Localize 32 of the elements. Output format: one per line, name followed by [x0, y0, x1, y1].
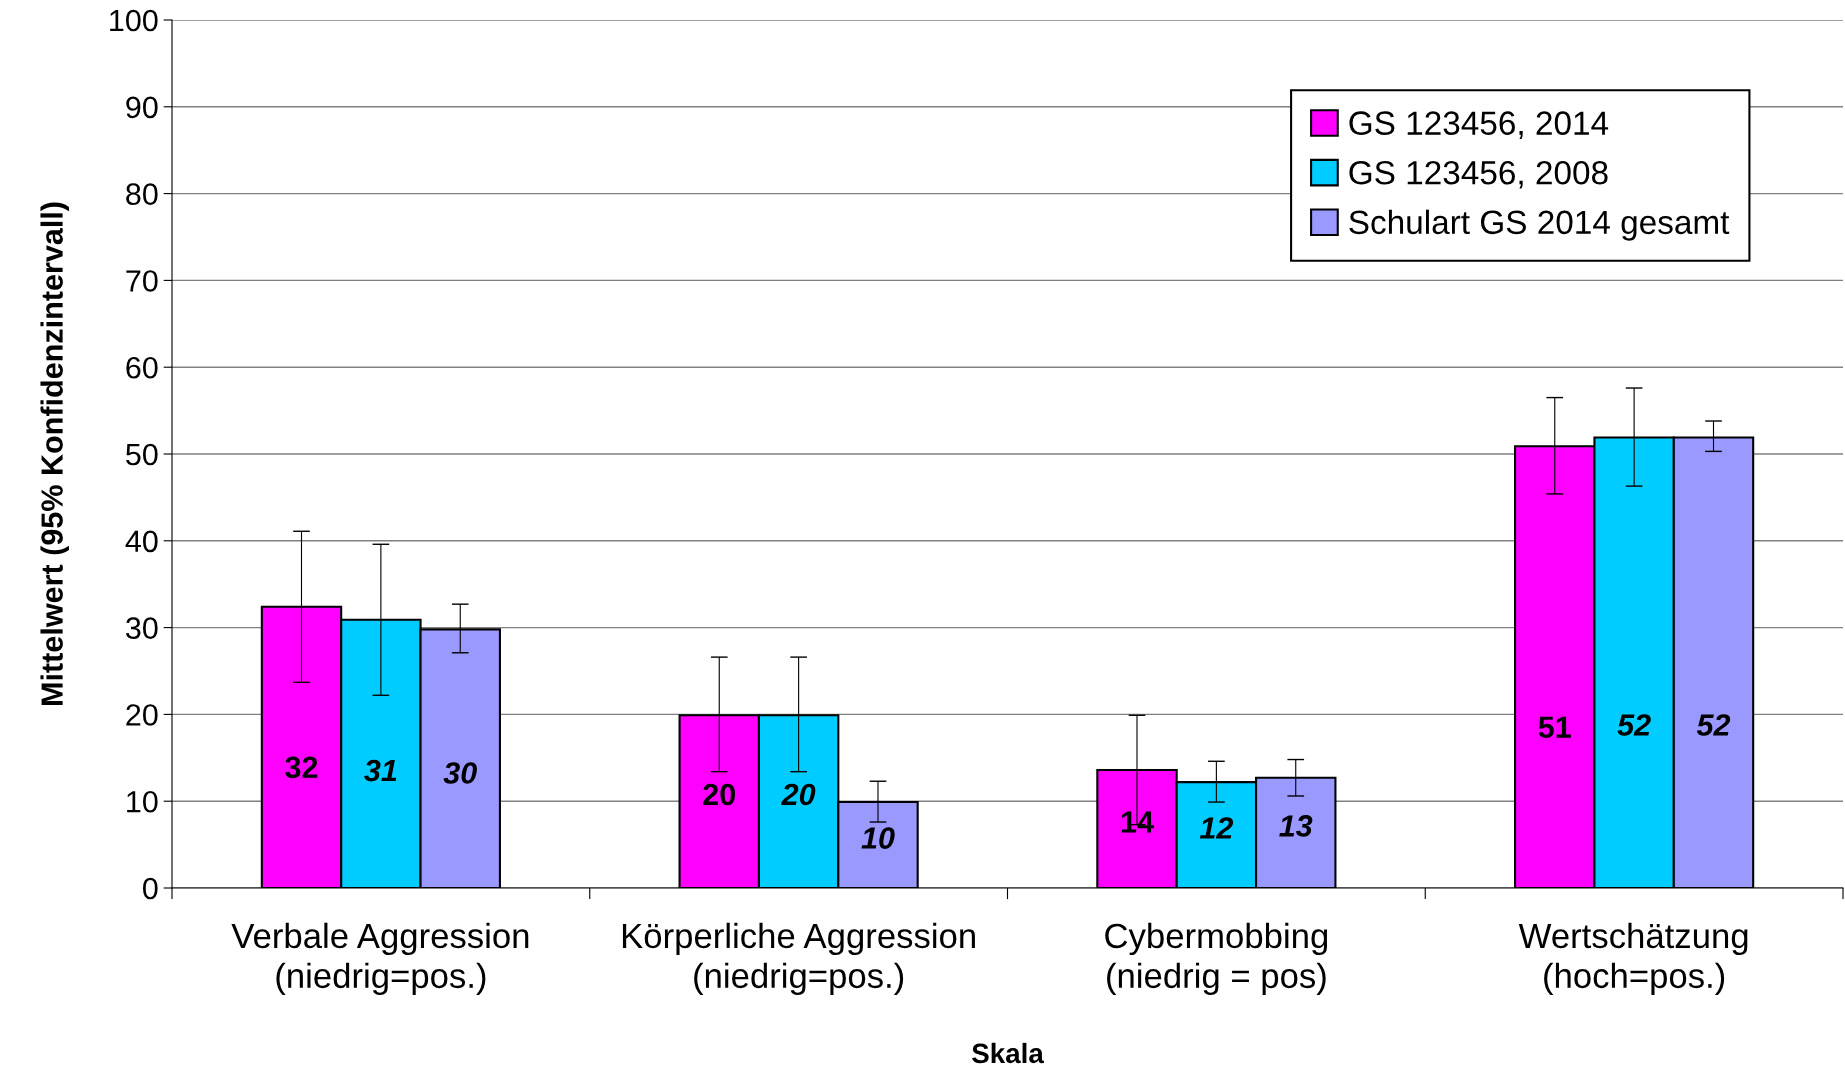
data-label: 52 — [1696, 714, 1731, 736]
y-tick-label: 30 — [125, 617, 158, 639]
legend-label: GS 123456, 2014 — [1349, 111, 1609, 139]
y-tick-label: 80 — [126, 183, 158, 205]
y-tick-label: 0 — [143, 877, 158, 900]
data-label: 51 — [1538, 716, 1571, 739]
data-label: 12 — [1199, 817, 1234, 839]
y-tick-label: 60 — [126, 356, 158, 379]
y-axis-title: Mittelwert (95% Konfidenzintervall) — [40, 202, 69, 705]
data-label: 32 — [285, 756, 318, 779]
y-tick-label: 90 — [126, 96, 158, 119]
y-tick-label: 70 — [126, 270, 158, 292]
legend-label: Schulart GS 2014 gesamt — [1349, 209, 1730, 241]
data-label: 31 — [364, 759, 397, 782]
y-tick-label: 20 — [126, 704, 158, 726]
y-tick-label: 40 — [125, 530, 158, 553]
data-label: 30 — [443, 762, 477, 784]
y-tick-label: 10 — [127, 790, 158, 813]
data-label: 10 — [861, 827, 895, 849]
x-tick-label: Verbale Aggression (niedrig=pos.) — [231, 922, 529, 995]
x-axis-title: Skala — [972, 1042, 1044, 1064]
legend-label: GS 123456, 2008 — [1349, 160, 1608, 189]
data-label: 13 — [1279, 815, 1313, 837]
x-tick-label: Wertschätzung (hoch=pos.) — [1518, 922, 1748, 995]
y-tick-label: 100 — [110, 9, 158, 32]
data-label: 14 — [1121, 811, 1154, 833]
data-label: 20 — [781, 783, 816, 806]
x-tick-label: Cybermobbing (niedrig = pos) — [1105, 922, 1328, 995]
data-label: 52 — [1617, 714, 1651, 736]
y-tick-label: 50 — [126, 443, 158, 466]
x-tick-label: Körperliche Aggression (niedrig=pos.) — [622, 922, 975, 995]
data-label: 20 — [703, 783, 735, 806]
